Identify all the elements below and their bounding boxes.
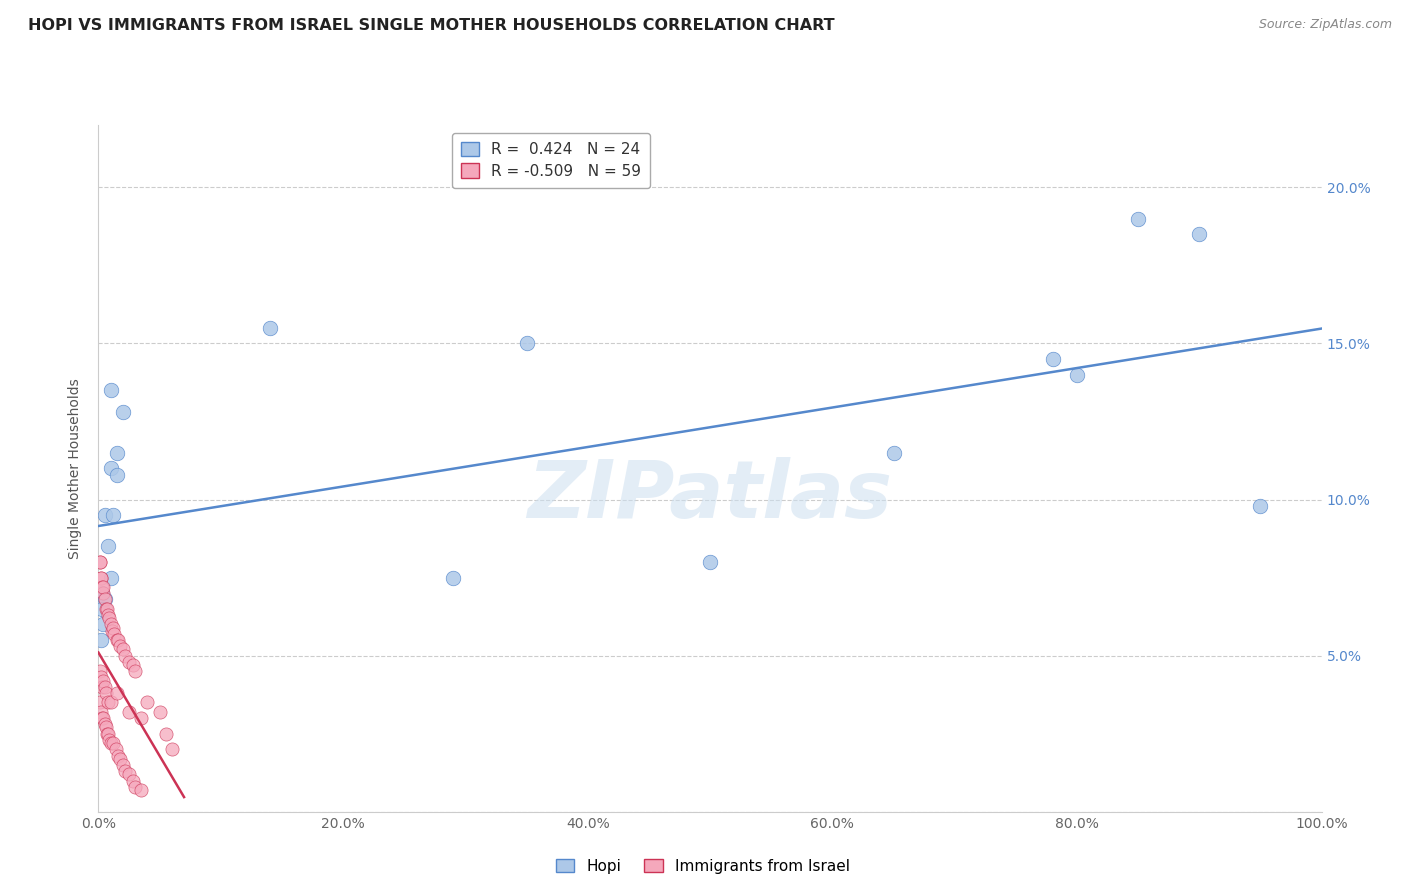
Point <box>89 555 111 569</box>
Point <box>91 601 114 615</box>
Point <box>100 736 122 750</box>
Point <box>111 405 134 419</box>
Point <box>118 655 141 669</box>
Point <box>90 633 112 648</box>
Point <box>1188 227 1211 241</box>
Point <box>516 336 538 351</box>
Point <box>129 783 152 797</box>
Point <box>101 736 124 750</box>
Point <box>104 742 127 756</box>
Point <box>121 658 143 673</box>
Point <box>97 726 120 740</box>
Point <box>90 671 112 685</box>
Point <box>441 571 464 585</box>
Point <box>160 742 183 756</box>
Point <box>105 633 128 648</box>
Point <box>97 539 120 553</box>
Point <box>114 648 136 663</box>
Point <box>111 757 134 772</box>
Point <box>107 633 129 648</box>
Legend: R =  0.424   N = 24, R = -0.509   N = 59: R = 0.424 N = 24, R = -0.509 N = 59 <box>451 133 651 188</box>
Point <box>89 696 111 710</box>
Point <box>1042 351 1064 366</box>
Point <box>93 592 115 607</box>
Point <box>93 680 115 694</box>
Point <box>90 705 112 719</box>
Point <box>105 686 128 700</box>
Point <box>94 686 117 700</box>
Point <box>91 580 114 594</box>
Point <box>100 571 122 585</box>
Point <box>114 764 136 778</box>
Point <box>100 617 122 632</box>
Point <box>110 639 132 653</box>
Point <box>93 717 115 731</box>
Point <box>118 705 141 719</box>
Point <box>1250 499 1272 513</box>
Point <box>136 696 159 710</box>
Point <box>105 467 128 482</box>
Point <box>93 508 115 523</box>
Text: ZIPatlas: ZIPatlas <box>527 457 893 535</box>
Point <box>101 508 124 523</box>
Point <box>259 320 281 334</box>
Point <box>91 617 114 632</box>
Point <box>100 384 122 398</box>
Point <box>149 705 172 719</box>
Y-axis label: Single Mother Households: Single Mother Households <box>69 378 83 558</box>
Point <box>91 586 114 600</box>
Point <box>90 571 112 585</box>
Point <box>93 592 115 607</box>
Point <box>94 601 117 615</box>
Point <box>89 664 111 678</box>
Text: HOPI VS IMMIGRANTS FROM ISRAEL SINGLE MOTHER HOUSEHOLDS CORRELATION CHART: HOPI VS IMMIGRANTS FROM ISRAEL SINGLE MO… <box>28 18 835 33</box>
Point <box>1128 211 1150 226</box>
Legend: Hopi, Immigrants from Israel: Hopi, Immigrants from Israel <box>550 853 856 880</box>
Point <box>91 673 114 688</box>
Point <box>105 445 128 460</box>
Point <box>91 711 114 725</box>
Point <box>90 571 112 585</box>
Point <box>98 611 121 625</box>
Point <box>94 721 117 735</box>
Point <box>124 780 146 794</box>
Point <box>883 445 905 460</box>
Point <box>91 711 114 725</box>
Point <box>97 608 120 623</box>
Point <box>101 624 124 638</box>
Point <box>101 621 124 635</box>
Point <box>155 726 177 740</box>
Point <box>118 767 141 781</box>
Point <box>699 555 721 569</box>
Point <box>110 751 132 765</box>
Point <box>98 733 121 747</box>
Point <box>91 580 114 594</box>
Point <box>111 642 134 657</box>
Point <box>129 711 152 725</box>
Point <box>100 696 122 710</box>
Point <box>89 555 111 569</box>
Point <box>107 748 129 763</box>
Point <box>100 461 122 475</box>
Point <box>121 773 143 788</box>
Point <box>124 664 146 678</box>
Point <box>97 696 120 710</box>
Point <box>96 726 118 740</box>
Point <box>96 601 118 615</box>
Point <box>1066 368 1088 382</box>
Point <box>91 680 114 694</box>
Point <box>91 586 114 600</box>
Text: Source: ZipAtlas.com: Source: ZipAtlas.com <box>1258 18 1392 31</box>
Point <box>103 626 125 640</box>
